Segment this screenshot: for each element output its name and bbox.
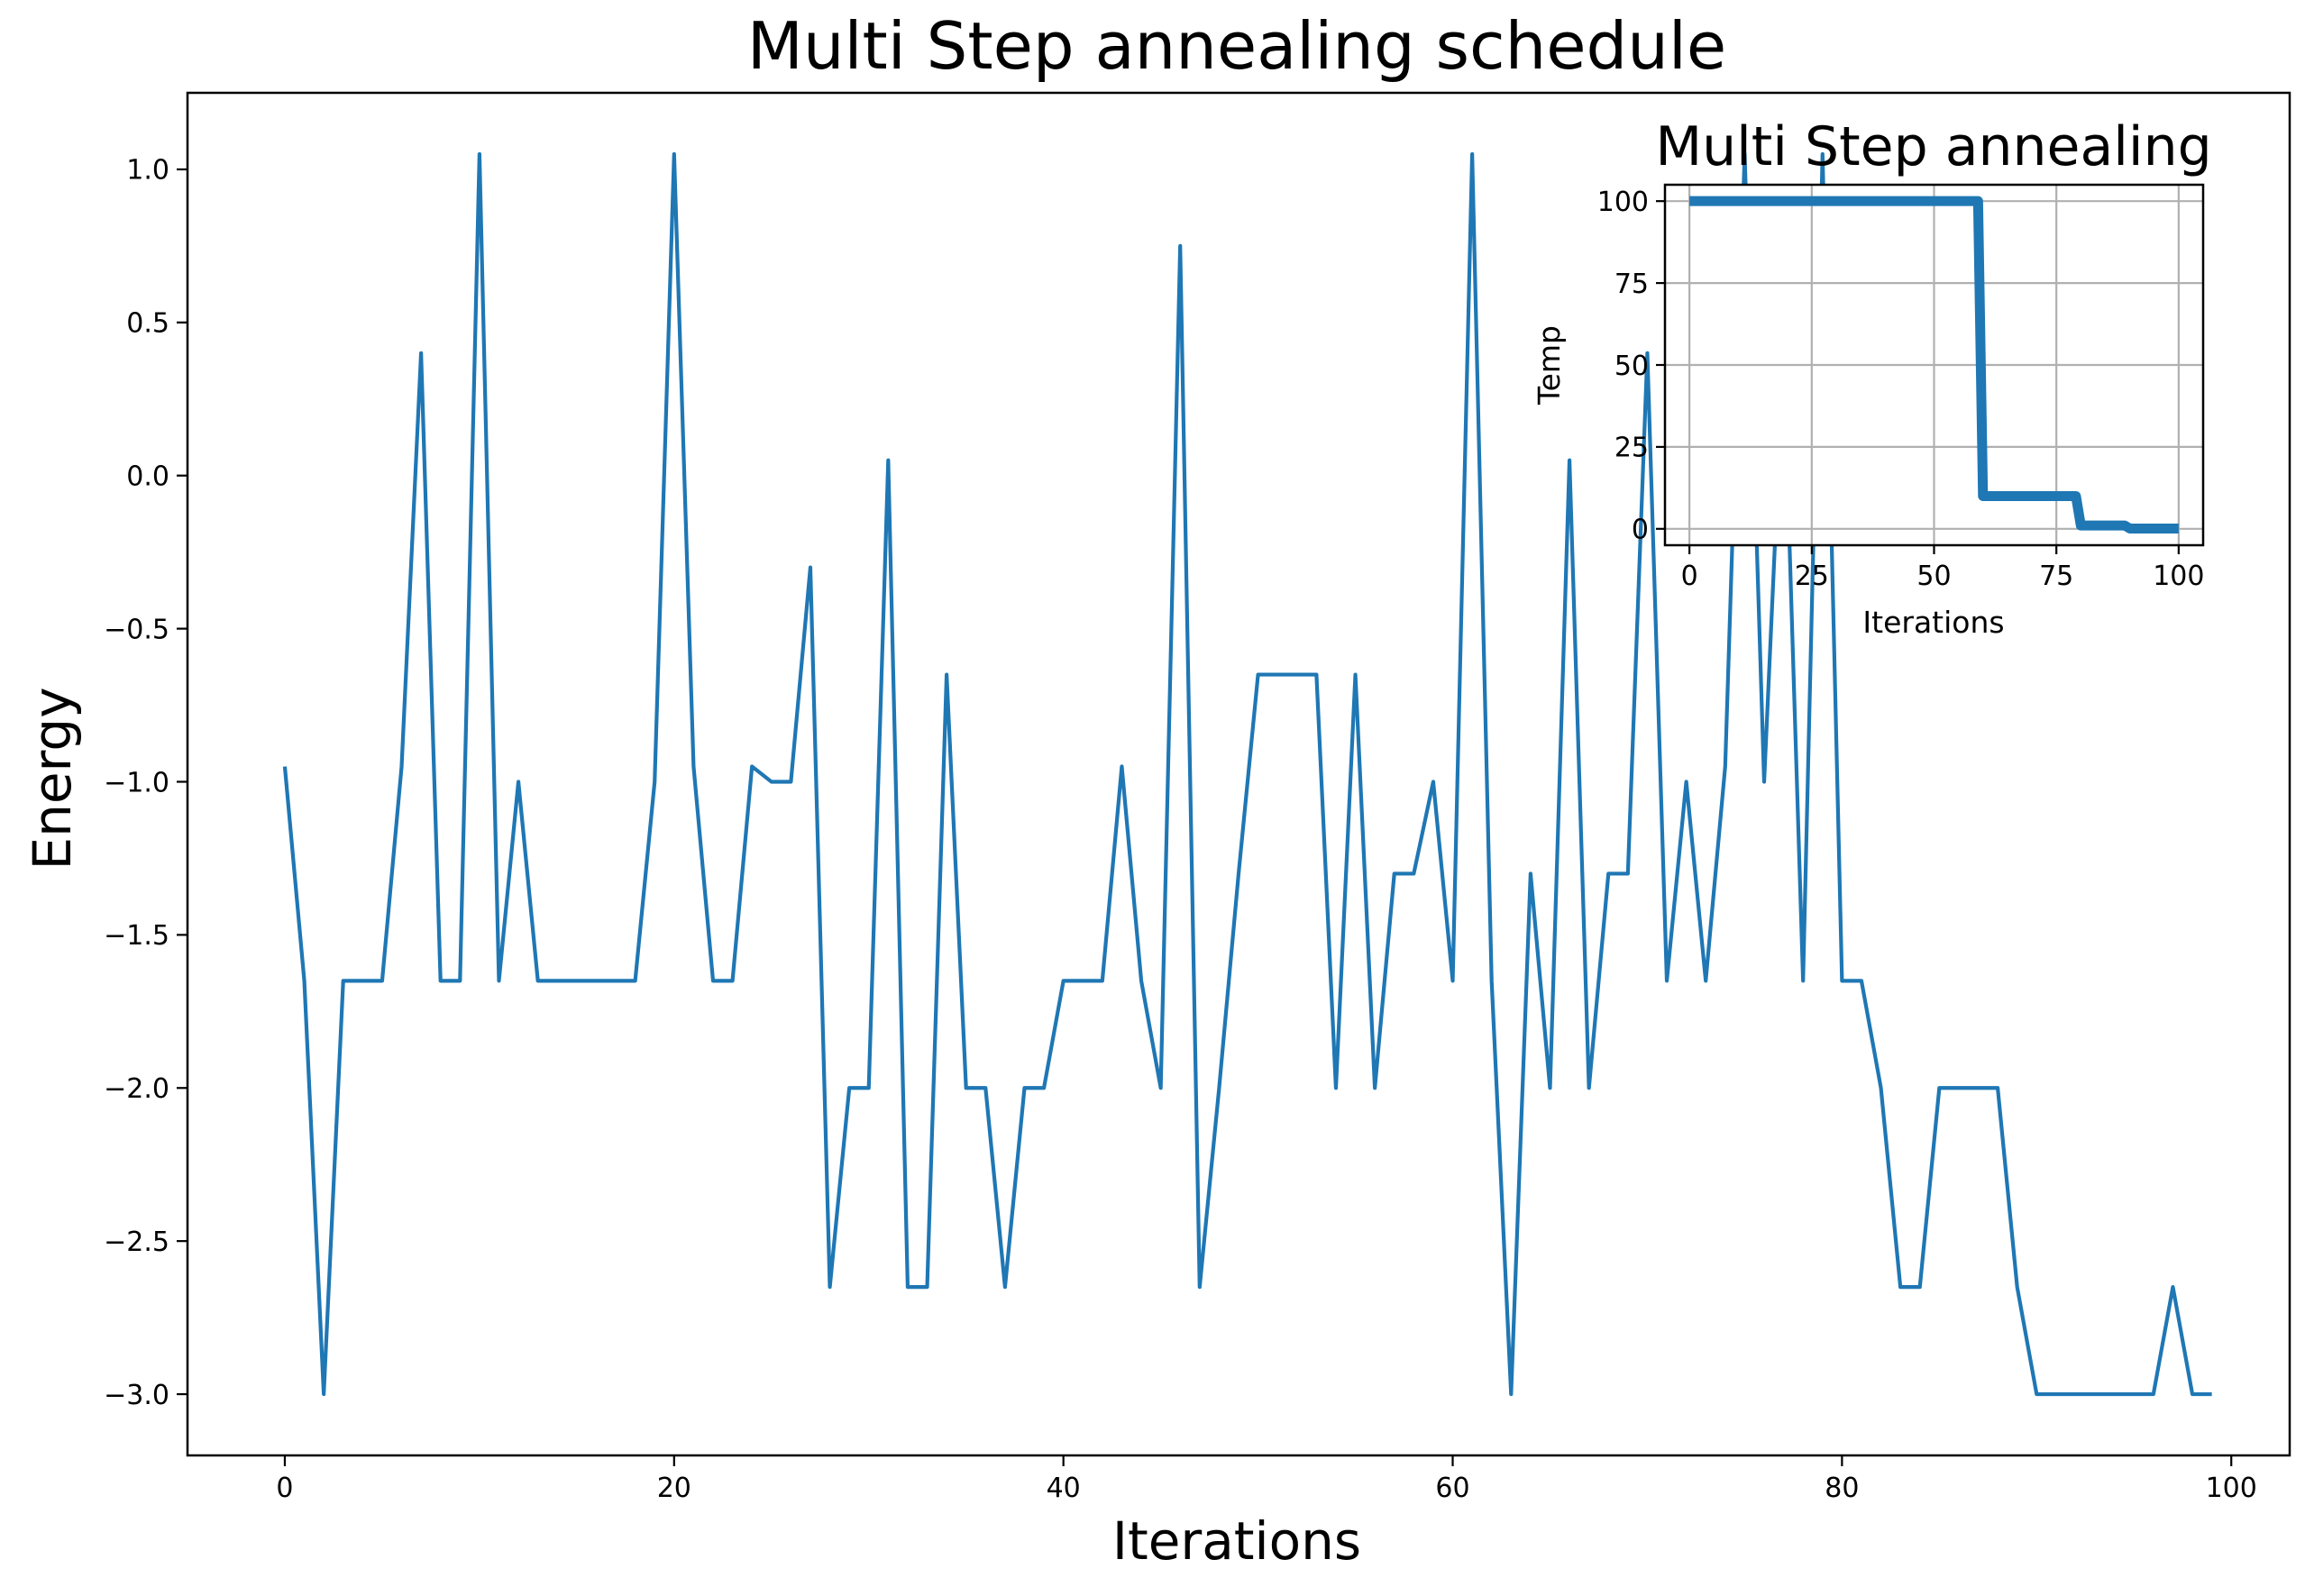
inset-series-group	[1689, 196, 2179, 534]
inset-series-line	[1689, 196, 2179, 534]
y-tick-label: 0.5	[126, 308, 169, 340]
x-tick-label: 25	[1795, 561, 1829, 592]
inset-y-axis: 0 25 50 75 100	[1597, 187, 1665, 546]
y-tick-label: 75	[1614, 269, 1649, 300]
x-tick-label: 20	[657, 1473, 691, 1504]
x-tick-label: 0	[1681, 561, 1698, 592]
x-tick-label: 60	[1435, 1473, 1469, 1504]
y-tick-label: −3.0	[104, 1380, 169, 1411]
inset-x-axis-label: Iterations	[1862, 605, 2004, 640]
inset-title: Multi Step annealing	[1655, 115, 2211, 178]
y-tick-label: 0.0	[126, 461, 169, 493]
y-tick-label: −2.5	[104, 1227, 169, 1258]
main-plot-frame	[186, 91, 2291, 1457]
inset-chart: 0 25 50 75 100 0 25 50 75 100 Multi Step anneali…	[1532, 115, 2212, 640]
y-axis-label: Energy	[22, 687, 83, 870]
x-tick-label: 100	[2153, 561, 2204, 592]
inset-y-axis-label: Temp	[1532, 325, 1567, 406]
y-tick-label: 0	[1632, 515, 1649, 546]
x-tick-label: 100	[2206, 1473, 2257, 1504]
y-tick-label: 50	[1614, 351, 1649, 382]
y-tick-label: 1.0	[126, 155, 169, 187]
main-x-axis: 0 20 40 60 80 100	[276, 1455, 2257, 1504]
main-chart: Multi Step annealing schedule 0 20 40 60 80 1…	[22, 8, 2291, 1572]
y-tick-label: −1.0	[104, 767, 169, 798]
chart-title: Multi Step annealing schedule	[747, 8, 1726, 84]
y-tick-label: −2.0	[104, 1073, 169, 1105]
x-tick-label: 80	[1825, 1473, 1859, 1504]
main-series-group	[282, 151, 2212, 1397]
x-axis-label: Iterations	[1112, 1510, 1361, 1572]
x-tick-label: 0	[276, 1473, 293, 1504]
x-tick-label: 40	[1047, 1473, 1081, 1504]
x-tick-label: 50	[1916, 561, 1951, 592]
main-series-line	[282, 151, 2212, 1397]
x-tick-label: 75	[2039, 561, 2073, 592]
inset-x-axis: 0 25 50 75 100	[1681, 545, 2204, 592]
y-tick-label: 100	[1597, 187, 1649, 218]
y-tick-label: −0.5	[104, 614, 169, 645]
main-y-axis: 1.0 0.5 0.0 −0.5 −1.0 −1.5 −2.0 −2.5 −3.0	[104, 155, 188, 1411]
y-tick-label: −1.5	[104, 920, 169, 952]
y-tick-label: 25	[1614, 433, 1649, 464]
